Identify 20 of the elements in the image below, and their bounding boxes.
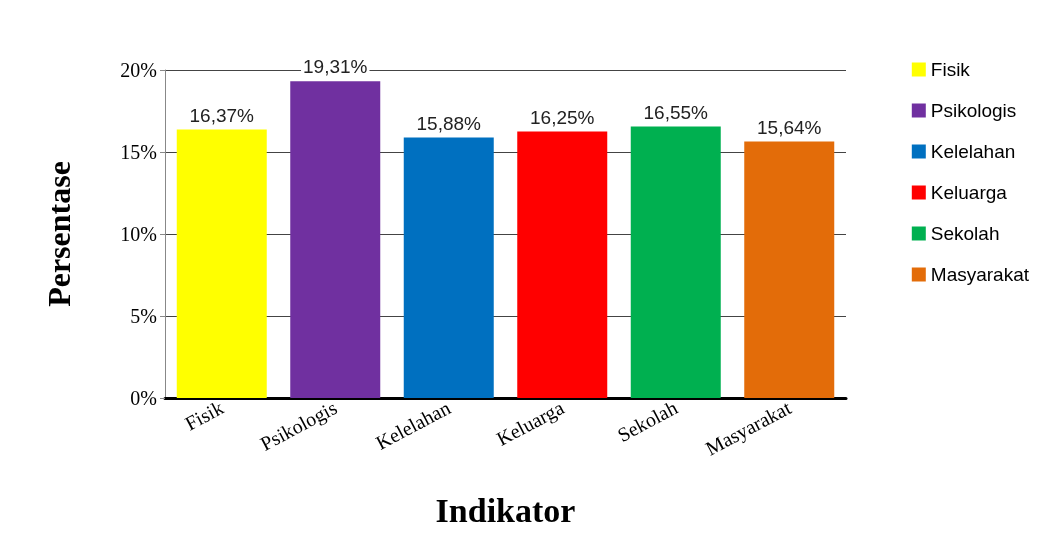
legend-label: Masyarakat <box>930 264 1030 285</box>
legend-label: Psikologis <box>930 100 1017 121</box>
data-label: 15,64% <box>757 116 822 138</box>
data-label: 19,31% <box>303 56 368 78</box>
y-axis-title: Persentase <box>41 161 77 307</box>
y-tick-label: 15% <box>120 141 157 163</box>
x-tick-label: Fisik <box>181 396 227 435</box>
legend-label: Keluarga <box>930 182 1008 203</box>
y-tick-label: 10% <box>120 223 157 245</box>
x-axis-title: Indikator <box>435 491 576 529</box>
legend-label: Kelelahan <box>930 141 1016 162</box>
data-label: 15,88% <box>416 112 482 134</box>
y-tick-label: 5% <box>130 305 157 327</box>
y-tick-label: 20% <box>120 59 157 81</box>
y-tick-label: 0% <box>130 387 157 409</box>
legend-label: Sekolah <box>930 223 1000 244</box>
data-label: 16,37% <box>189 104 255 126</box>
data-label: 16,25% <box>530 106 595 128</box>
legend-label: Fisik <box>930 59 971 80</box>
data-label: 16,55% <box>643 101 709 123</box>
